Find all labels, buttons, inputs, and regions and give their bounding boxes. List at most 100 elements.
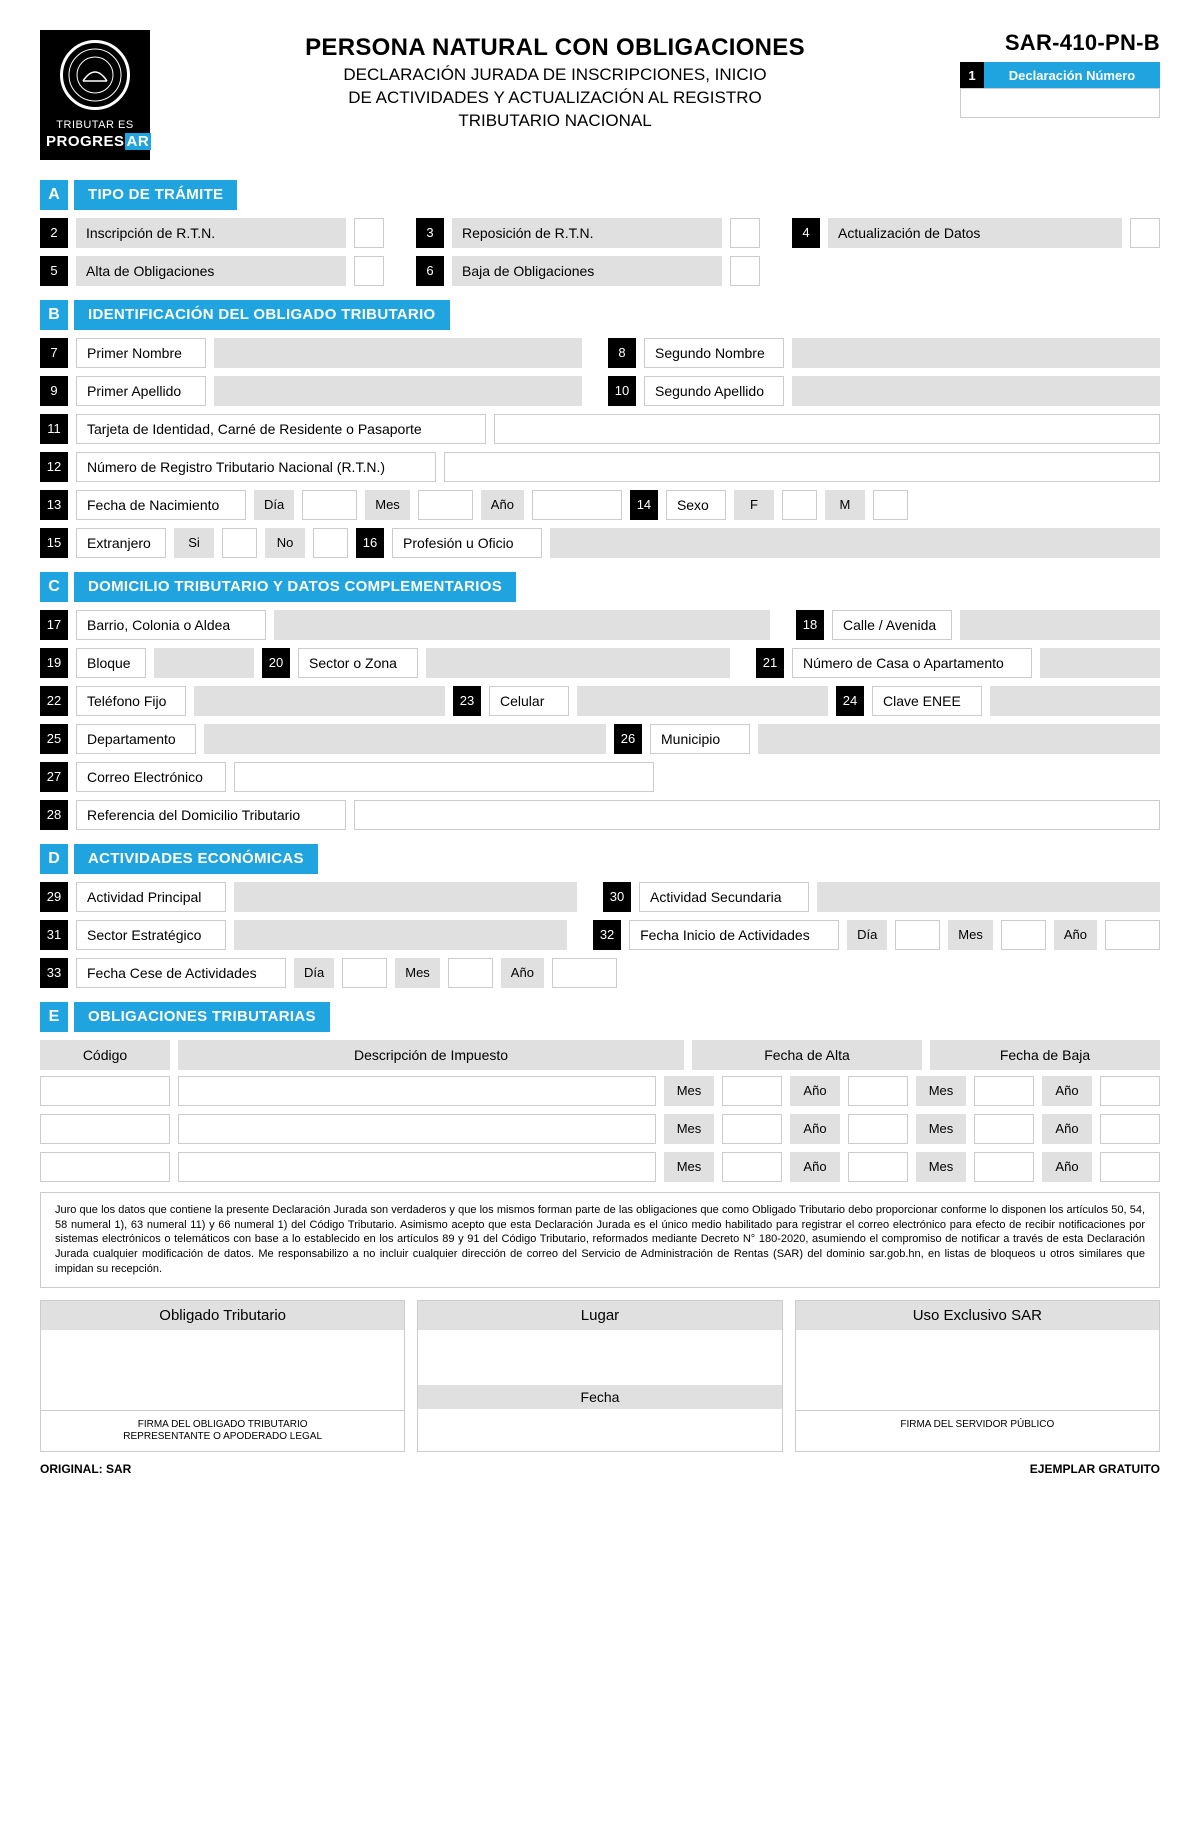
section-c-header: C DOMICILIO TRIBUTARIO Y DATOS COMPLEMEN…: [40, 572, 1160, 602]
field-num-27: 27: [40, 762, 68, 792]
input-fecha[interactable]: [418, 1409, 781, 1451]
label-fecha-cese: Fecha Cese de Actividades: [76, 958, 286, 988]
check-reposicion[interactable]: [730, 218, 760, 248]
input-referencia[interactable]: [354, 800, 1160, 830]
sig-sar: Uso Exclusivo SAR FIRMA DEL SERVIDOR PÚB…: [795, 1300, 1160, 1452]
input-desc[interactable]: [178, 1076, 656, 1106]
input-lugar[interactable]: [418, 1330, 781, 1385]
check-ext-no[interactable]: [313, 528, 348, 558]
decl-num-label: Declaración Número: [984, 62, 1160, 88]
input-correo[interactable]: [234, 762, 654, 792]
sig-lugar: Lugar Fecha: [417, 1300, 782, 1452]
input-dia-nac[interactable]: [302, 490, 357, 520]
check-ext-si[interactable]: [222, 528, 257, 558]
input-baja-mes[interactable]: [974, 1076, 1034, 1106]
input-ano-nac[interactable]: [532, 490, 622, 520]
input-municipio[interactable]: [758, 724, 1160, 754]
field-num-32: 32: [593, 920, 621, 950]
field-num-25: 25: [40, 724, 68, 754]
label-celular: Celular: [489, 686, 569, 716]
input-act-sec[interactable]: [817, 882, 1160, 912]
label-mes-c: Mes: [395, 958, 440, 988]
input-baja-ano[interactable]: [1100, 1114, 1160, 1144]
input-alta-mes[interactable]: [722, 1076, 782, 1106]
sig-area-sar[interactable]: [796, 1330, 1159, 1410]
label-actualizacion: Actualización de Datos: [828, 218, 1122, 248]
input-ano-inicio[interactable]: [1105, 920, 1160, 950]
input-alta-ano[interactable]: [848, 1076, 908, 1106]
check-alta-oblig[interactable]: [354, 256, 384, 286]
input-alta-mes[interactable]: [722, 1114, 782, 1144]
input-num-casa[interactable]: [1040, 648, 1160, 678]
input-bloque[interactable]: [154, 648, 254, 678]
field-num-11: 11: [40, 414, 68, 444]
table-header: Código Descripción de Impuesto Fecha de …: [40, 1040, 1160, 1070]
label-depto: Departamento: [76, 724, 196, 754]
input-mes-cese[interactable]: [448, 958, 493, 988]
input-ano-cese[interactable]: [552, 958, 617, 988]
input-codigo[interactable]: [40, 1152, 170, 1182]
input-segundo-nombre[interactable]: [792, 338, 1160, 368]
sig-area-obligado[interactable]: [41, 1330, 404, 1410]
input-depto[interactable]: [204, 724, 606, 754]
input-profesion[interactable]: [550, 528, 1160, 558]
input-mes-nac[interactable]: [418, 490, 473, 520]
col-alta: Fecha de Alta: [692, 1040, 922, 1070]
label-dia-c: Día: [294, 958, 334, 988]
input-act-princ[interactable]: [234, 882, 577, 912]
field-num-26: 26: [614, 724, 642, 754]
input-dia-cese[interactable]: [342, 958, 387, 988]
field-num-23: 23: [453, 686, 481, 716]
input-baja-mes[interactable]: [974, 1114, 1034, 1144]
field-num-19: 19: [40, 648, 68, 678]
input-enee[interactable]: [990, 686, 1160, 716]
label-segundo-nombre: Segundo Nombre: [644, 338, 784, 368]
input-baja-ano[interactable]: [1100, 1076, 1160, 1106]
field-num-18: 18: [796, 610, 824, 640]
input-tel-fijo[interactable]: [194, 686, 445, 716]
check-inscripcion[interactable]: [354, 218, 384, 248]
input-barrio[interactable]: [274, 610, 770, 640]
check-actualizacion[interactable]: [1130, 218, 1160, 248]
input-segundo-apellido[interactable]: [792, 376, 1160, 406]
input-desc[interactable]: [178, 1152, 656, 1182]
label-dia-d: Día: [847, 920, 887, 950]
footer: ORIGINAL: SAR EJEMPLAR GRATUITO: [40, 1462, 1160, 1476]
field-num-12: 12: [40, 452, 68, 482]
field-num-1: 1: [960, 62, 984, 88]
main-title: PERSONA NATURAL CON OBLIGACIONES: [170, 34, 940, 62]
input-sector[interactable]: [426, 648, 730, 678]
input-mes-inicio[interactable]: [1001, 920, 1046, 950]
input-baja-ano[interactable]: [1100, 1152, 1160, 1182]
input-alta-mes[interactable]: [722, 1152, 782, 1182]
col-desc: Descripción de Impuesto: [178, 1040, 684, 1070]
input-calle[interactable]: [960, 610, 1160, 640]
input-dia-inicio[interactable]: [895, 920, 940, 950]
label-fecha-nac: Fecha de Nacimiento: [76, 490, 246, 520]
input-rtn[interactable]: [444, 452, 1160, 482]
input-codigo[interactable]: [40, 1076, 170, 1106]
check-sexo-m[interactable]: [873, 490, 908, 520]
input-codigo[interactable]: [40, 1114, 170, 1144]
input-celular[interactable]: [577, 686, 828, 716]
label-dia: Día: [254, 490, 294, 520]
input-alta-ano[interactable]: [848, 1152, 908, 1182]
input-primer-apellido[interactable]: [214, 376, 582, 406]
field-num-5: 5: [40, 256, 68, 286]
label-ano-c: Año: [501, 958, 544, 988]
input-primer-nombre[interactable]: [214, 338, 582, 368]
label-calle: Calle / Avenida: [832, 610, 952, 640]
label-mes: Mes: [365, 490, 410, 520]
sub-title: DECLARACIÓN JURADA DE INSCRIPCIONES, INI…: [170, 64, 940, 133]
input-identidad[interactable]: [494, 414, 1160, 444]
label-identidad: Tarjeta de Identidad, Carné de Residente…: [76, 414, 486, 444]
input-desc[interactable]: [178, 1114, 656, 1144]
decl-num-input[interactable]: [960, 88, 1160, 118]
input-baja-mes[interactable]: [974, 1152, 1034, 1182]
input-alta-ano[interactable]: [848, 1114, 908, 1144]
check-sexo-f[interactable]: [782, 490, 817, 520]
field-num-14: 14: [630, 490, 658, 520]
input-sector-est[interactable]: [234, 920, 567, 950]
check-baja-oblig[interactable]: [730, 256, 760, 286]
field-num-28: 28: [40, 800, 68, 830]
